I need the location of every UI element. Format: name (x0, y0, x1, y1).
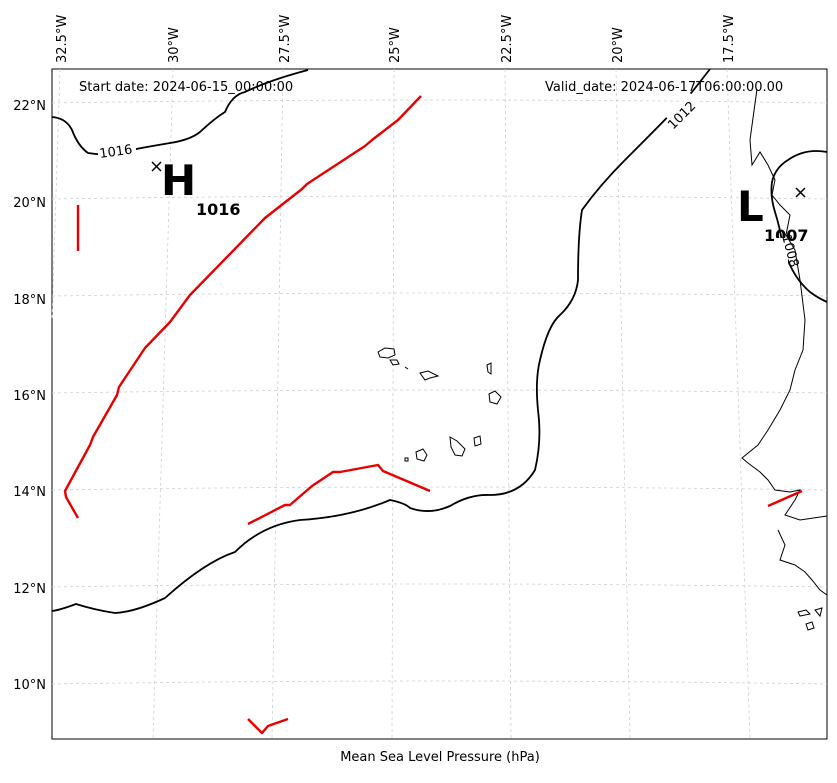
island (404, 457, 409, 462)
low-symbol: L (737, 182, 764, 231)
lon-tick-label: 30°W (167, 27, 182, 63)
lat-tick-label: 14°N (13, 485, 46, 500)
latitude-ticks: 22°N 20°N 18°N 16°N 14°N 12°N 10°N (13, 99, 46, 693)
parallel (51, 680, 828, 685)
lat-tick-label: 10°N (13, 678, 46, 693)
isobar-1016 (51, 69, 309, 156)
isobar-label-1016: 1016 (98, 143, 133, 162)
island (805, 621, 815, 631)
island (415, 448, 428, 462)
lat-tick-label: 18°N (13, 293, 46, 308)
parallel (51, 195, 828, 200)
isobars (51, 68, 828, 614)
isobar-1012 (51, 68, 711, 614)
lon-tick-label: 20°W (611, 27, 626, 63)
parallel (51, 389, 828, 394)
parallel (51, 486, 828, 491)
longitude-ticks: 32.5°W 30°W 27.5°W 25°W 22.5°W 20°W 17.5… (55, 15, 737, 63)
lat-tick-label: 16°N (13, 389, 46, 404)
island (814, 607, 823, 618)
front-main (63, 95, 422, 519)
lon-tick-label: 32.5°W (55, 15, 70, 63)
island (377, 347, 396, 359)
valid-date-label: Valid_date: 2024-06-17T06:00:00.00 (545, 80, 783, 95)
meridian (271, 68, 284, 740)
start-date-label: Start date: 2024-06-15_00:00:00 (79, 80, 293, 95)
island (473, 435, 482, 447)
front-south (247, 463, 431, 526)
lat-tick-label: 20°N (13, 196, 46, 211)
isobar-1008 (770, 150, 828, 303)
high-center-marker (151, 161, 162, 172)
lat-tick-label: 12°N (13, 582, 46, 597)
island (486, 362, 492, 375)
high-symbol: H (161, 156, 196, 205)
parallel (51, 99, 828, 104)
lon-tick-label: 22.5°W (500, 15, 515, 63)
front-east (767, 489, 803, 508)
low-center-marker (795, 187, 806, 198)
front-bottom (247, 717, 289, 735)
parallel (51, 583, 828, 588)
fronts (63, 95, 803, 735)
map-frame (51, 68, 828, 740)
meridian (391, 68, 395, 740)
island (419, 370, 440, 381)
meridian (152, 68, 174, 740)
parallel (51, 292, 828, 297)
africa-coast-south (777, 529, 828, 596)
gridlines (51, 68, 828, 740)
meridian (615, 68, 631, 740)
island (404, 366, 409, 370)
meridian (504, 68, 512, 740)
lon-tick-label: 25°W (388, 27, 403, 63)
africa-coast (741, 88, 828, 521)
lon-tick-label: 17.5°W (722, 15, 737, 63)
lon-tick-label: 27.5°W (278, 15, 293, 63)
lat-tick-label: 22°N (13, 99, 46, 114)
island (449, 436, 466, 457)
island (797, 609, 812, 617)
map-caption: Mean Sea Level Pressure (hPa) (340, 750, 540, 765)
coastlines (377, 88, 828, 631)
island (488, 390, 502, 405)
high-pressure-value: 1016 (196, 200, 241, 219)
meridian (726, 68, 751, 740)
island (389, 359, 400, 366)
